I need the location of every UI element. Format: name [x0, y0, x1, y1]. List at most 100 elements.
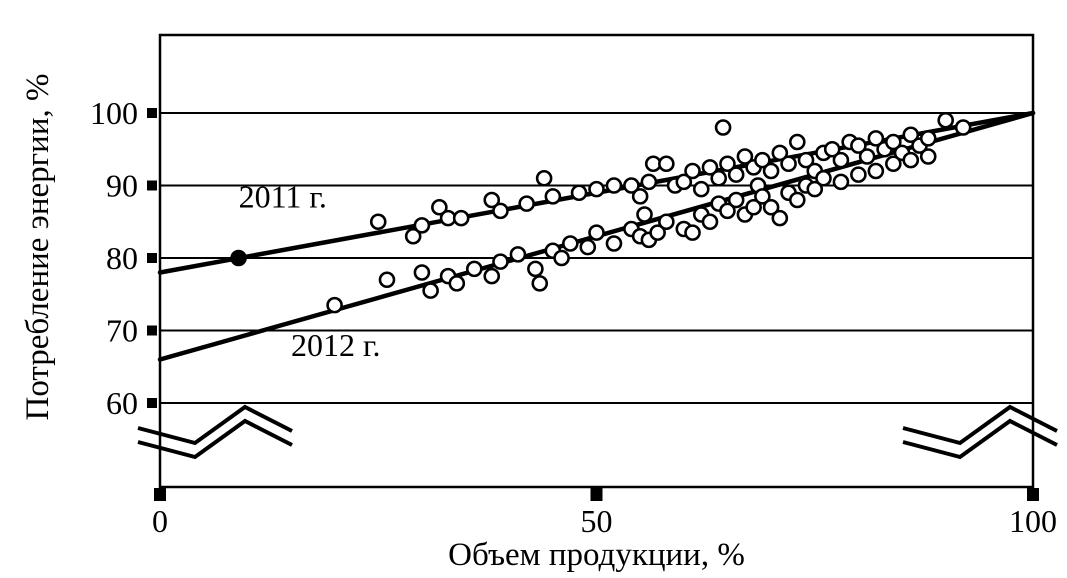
- data-point: [815, 169, 832, 187]
- data-point: [788, 133, 806, 151]
- data-point: [570, 184, 588, 202]
- data-point: [465, 260, 483, 278]
- x-tick-mark: [590, 488, 603, 501]
- y-tick-label: 70: [106, 313, 138, 349]
- data-point: [527, 260, 544, 278]
- plot-border: [158, 33, 1035, 489]
- data-point: [719, 202, 736, 220]
- axis-break-mark: [137, 404, 293, 446]
- y-tick-label: 80: [106, 240, 138, 276]
- y-tick-label: 90: [106, 168, 138, 204]
- data-point: [850, 137, 867, 154]
- axis-break-mark: [137, 418, 293, 460]
- trend-line-label: 2012 г.: [291, 327, 381, 363]
- data-point: [483, 267, 501, 285]
- data-point: [658, 213, 675, 231]
- data-point: [413, 217, 431, 234]
- y-tick-mark: [147, 398, 157, 408]
- data-point: [954, 119, 972, 136]
- data-point: [544, 188, 562, 205]
- data-point: [832, 173, 850, 191]
- data-point: [649, 224, 666, 241]
- data-point: [762, 162, 780, 180]
- data-point: [850, 166, 867, 183]
- data-point: [483, 191, 501, 209]
- y-tick-mark: [147, 108, 157, 118]
- data-point: [684, 224, 701, 241]
- data-point: [823, 140, 841, 158]
- data-point: [832, 151, 850, 169]
- data-point: [885, 155, 902, 173]
- data-point: [701, 159, 719, 176]
- data-point: [431, 198, 448, 216]
- data-point: [902, 151, 920, 169]
- x-tick-label: 50: [581, 503, 613, 539]
- y-tick-mark: [147, 325, 157, 336]
- data-point: [535, 169, 553, 187]
- data-point: [867, 130, 885, 147]
- data-point: [623, 177, 640, 194]
- y-tick-mark: [147, 253, 157, 263]
- trend-line-label: 2011 г.: [239, 178, 327, 214]
- data-point: [867, 162, 885, 180]
- data-point: [736, 148, 754, 165]
- data-point: [579, 238, 597, 256]
- data-point: [588, 180, 605, 198]
- x-axis-title: Объем продукции, %: [448, 537, 745, 573]
- data-point: [605, 177, 623, 194]
- data-point: [771, 209, 789, 227]
- data-point: [754, 188, 771, 205]
- data-point: [640, 173, 658, 191]
- data-point: [902, 126, 920, 144]
- data-point: [771, 144, 789, 162]
- x-tick-mark: [154, 488, 166, 501]
- data-point: [605, 235, 623, 252]
- x-tick-label: 100: [1009, 503, 1057, 539]
- data-point: [631, 188, 649, 205]
- data-point: [806, 180, 824, 198]
- data-point: [452, 209, 470, 227]
- y-tick-label: 100: [90, 95, 138, 131]
- data-point: [727, 166, 745, 183]
- data-point: [780, 155, 797, 173]
- data-point: [701, 213, 719, 231]
- data-point: [684, 162, 701, 180]
- data-point: [788, 191, 806, 209]
- data-point: [531, 275, 549, 292]
- x-tick-mark: [1027, 488, 1039, 501]
- data-point: [636, 206, 653, 223]
- data-point: [553, 249, 570, 267]
- data-point: [658, 155, 675, 173]
- data-point: [727, 191, 745, 209]
- data-point: [378, 271, 396, 289]
- y-tick-label: 60: [106, 385, 138, 421]
- x-tick-label: 0: [152, 503, 168, 539]
- data-point: [492, 202, 509, 220]
- data-point: [797, 151, 815, 169]
- data-point: [692, 180, 710, 198]
- data-point: [369, 213, 387, 231]
- data-point: [858, 148, 876, 165]
- axis-break-mark: [902, 404, 1058, 446]
- data-point: [919, 148, 937, 165]
- data-point: [562, 235, 579, 252]
- data-point: [448, 275, 466, 292]
- data-point: [754, 151, 771, 169]
- data-point: [230, 249, 247, 267]
- data-point: [588, 224, 605, 241]
- data-point: [710, 169, 728, 187]
- data-point: [885, 133, 902, 151]
- data-point: [745, 198, 762, 216]
- data-point: [937, 111, 955, 129]
- data-point: [919, 130, 937, 147]
- data-point: [422, 282, 439, 299]
- data-point: [518, 195, 535, 212]
- data-point: [413, 264, 431, 281]
- data-point: [326, 296, 343, 314]
- y-tick-mark: [147, 180, 157, 191]
- axis-break-mark: [902, 418, 1058, 460]
- data-point: [675, 173, 693, 191]
- data-point: [492, 253, 509, 270]
